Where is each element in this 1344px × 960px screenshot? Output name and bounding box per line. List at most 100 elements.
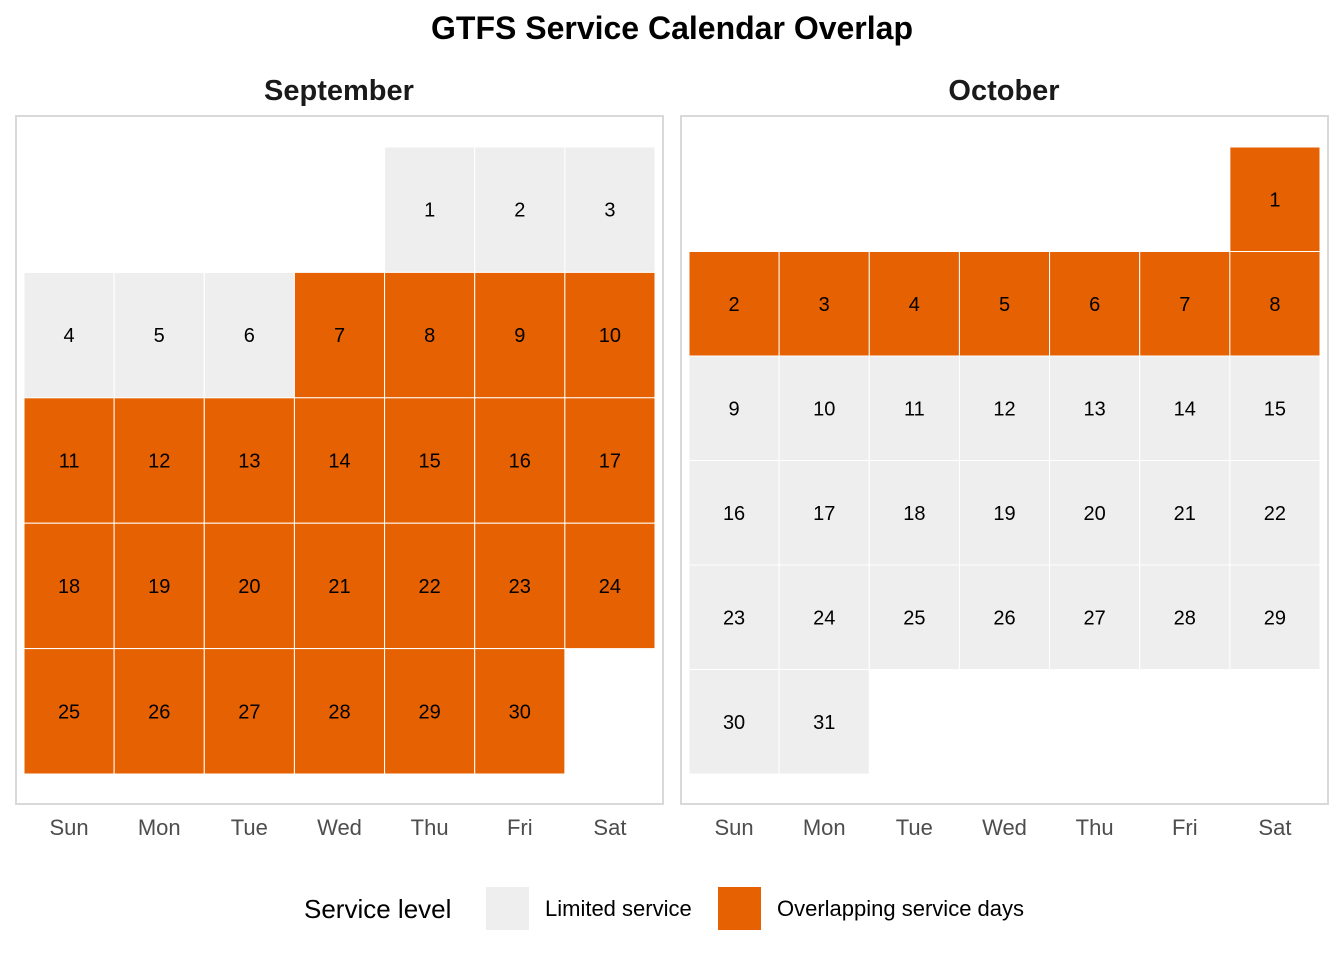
day-cell [203, 397, 295, 524]
day-label: 23 [723, 607, 745, 629]
weekday-label: Fri [1172, 815, 1198, 840]
day-cell [1049, 460, 1141, 566]
day-label: 28 [328, 701, 350, 723]
weekday-label: Tue [896, 815, 933, 840]
day-cell [1229, 564, 1321, 670]
weekday-label: Thu [1076, 815, 1114, 840]
day-label: 6 [1089, 294, 1100, 316]
day-label: 25 [58, 701, 80, 723]
month-title: October [948, 75, 1059, 107]
day-label: 24 [813, 607, 835, 629]
day-cell [384, 397, 476, 524]
day-label: 14 [1174, 398, 1196, 420]
day-cell [778, 460, 870, 566]
day-cell [474, 397, 566, 524]
day-cell [293, 522, 386, 650]
legend-label-overlap: Overlapping service days [777, 896, 1024, 921]
day-cell [23, 397, 115, 524]
day-label: 1 [1269, 189, 1280, 211]
day-cell [564, 397, 656, 524]
day-label: 12 [993, 398, 1015, 420]
day-label: 21 [328, 576, 350, 598]
day-label: 8 [1269, 294, 1280, 316]
day-label: 19 [148, 576, 170, 598]
day-label: 25 [903, 607, 925, 629]
day-cell [688, 460, 780, 566]
day-cell [868, 251, 960, 357]
day-label: 24 [599, 576, 621, 598]
day-cell [688, 251, 780, 357]
day-label: 26 [993, 607, 1015, 629]
day-cell [688, 564, 780, 670]
weekday-label: Sun [714, 815, 753, 840]
day-label: 7 [334, 325, 345, 347]
day-cell [868, 355, 960, 461]
legend-swatch-limited [486, 887, 529, 930]
day-cell [1229, 146, 1321, 252]
day-cell [384, 146, 476, 273]
day-label: 9 [514, 325, 525, 347]
day-label: 17 [813, 503, 835, 525]
legend-label-limited: Limited service [545, 896, 692, 921]
day-cell [564, 146, 656, 273]
day-cell [1229, 251, 1321, 357]
weekday-label: Mon [138, 815, 181, 840]
day-label: 2 [729, 294, 740, 316]
day-cell [474, 146, 566, 273]
day-label: 29 [419, 701, 441, 723]
weekday-label: Sun [49, 815, 88, 840]
day-label: 6 [244, 325, 255, 347]
day-cell [203, 271, 295, 399]
day-label: 19 [993, 503, 1015, 525]
day-cell [293, 648, 386, 775]
day-label: 21 [1174, 503, 1196, 525]
day-label: 30 [723, 712, 745, 734]
weekday-label: Wed [982, 815, 1027, 840]
day-cell [868, 564, 960, 670]
day-label: 18 [903, 503, 925, 525]
day-cell [203, 522, 295, 650]
day-cell [23, 522, 115, 650]
legend: Service level Limited service Overlappin… [304, 887, 1024, 930]
day-label: 22 [419, 576, 441, 598]
day-label: 26 [148, 701, 170, 723]
panel-border [15, 115, 664, 805]
day-label: 3 [819, 294, 830, 316]
day-cell [384, 271, 476, 399]
day-cell [1049, 564, 1141, 670]
day-cell [23, 648, 115, 775]
day-label: 10 [813, 398, 835, 420]
day-cell [564, 271, 656, 399]
day-label: 20 [238, 576, 260, 598]
day-cell [1049, 355, 1141, 461]
day-label: 5 [999, 294, 1010, 316]
day-cell [778, 251, 870, 357]
day-label: 1 [424, 200, 435, 222]
day-cell [564, 522, 656, 650]
day-cell [113, 397, 205, 524]
weekday-label: Wed [317, 815, 362, 840]
day-label: 9 [729, 398, 740, 420]
day-label: 12 [148, 451, 170, 473]
day-label: 4 [64, 325, 75, 347]
weekday-label: Thu [411, 815, 449, 840]
day-label: 28 [1174, 607, 1196, 629]
day-cell [1139, 355, 1231, 461]
day-label: 31 [813, 712, 835, 734]
day-label: 16 [723, 503, 745, 525]
day-cell [474, 648, 566, 775]
day-label: 29 [1264, 607, 1286, 629]
day-cell [778, 355, 870, 461]
day-label: 16 [509, 451, 531, 473]
day-label: 11 [59, 451, 80, 473]
legend-title: Service level [304, 894, 451, 924]
day-label: 27 [1084, 607, 1106, 629]
day-cell [1139, 251, 1231, 357]
day-label: 30 [509, 701, 531, 723]
day-label: 23 [509, 576, 531, 598]
day-cell [778, 564, 870, 670]
day-label: 13 [238, 451, 260, 473]
